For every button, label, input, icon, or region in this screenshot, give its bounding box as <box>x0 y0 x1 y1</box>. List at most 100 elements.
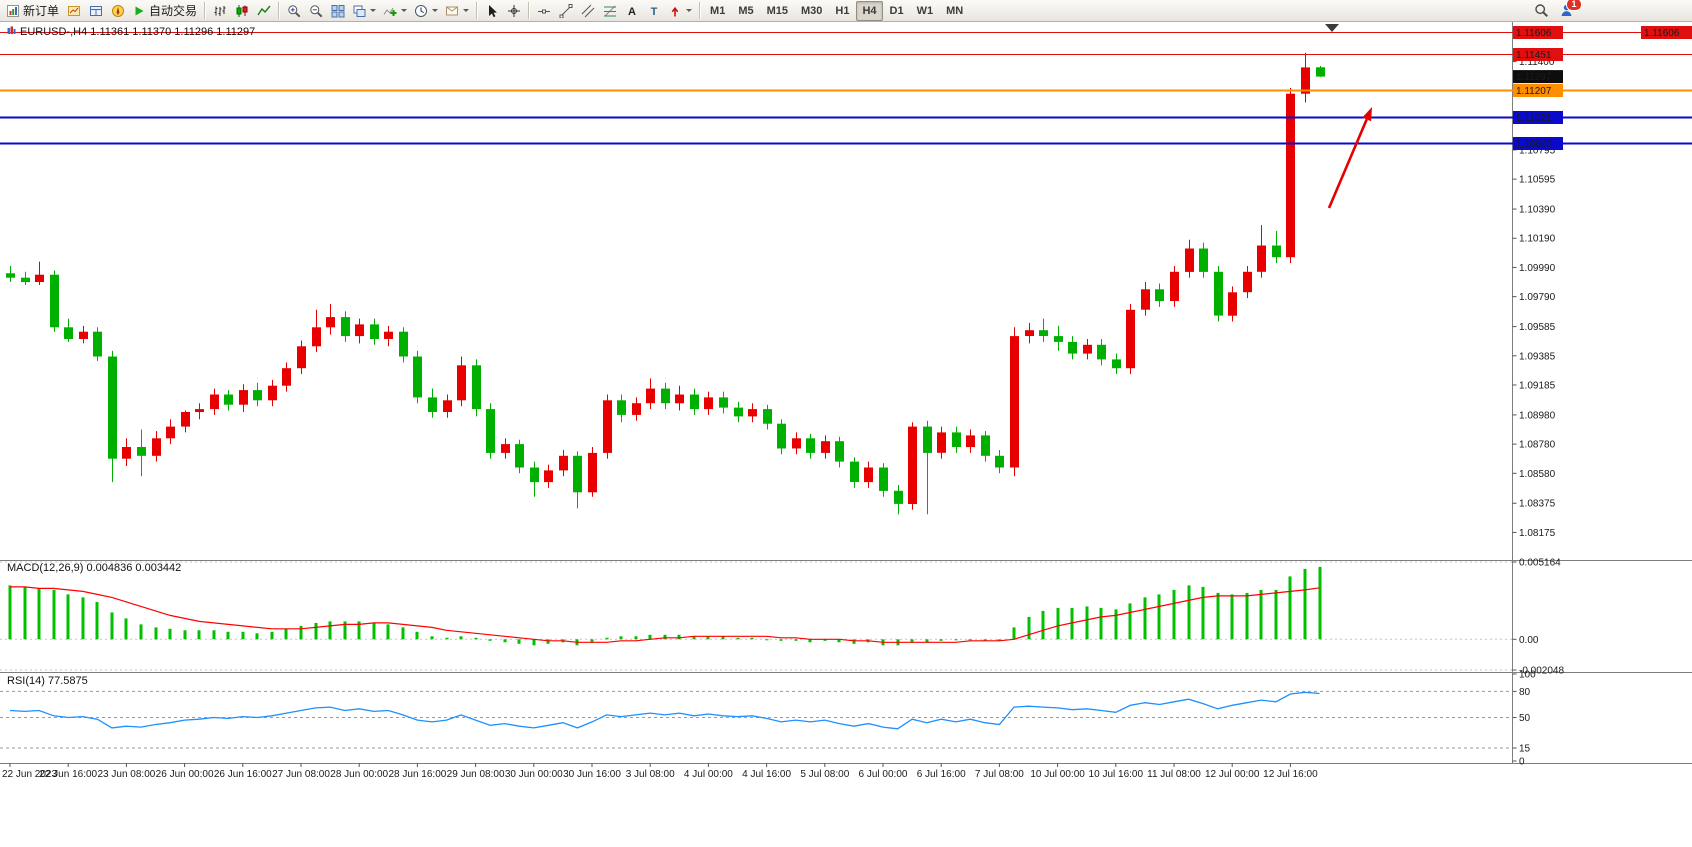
candle-body <box>21 277 30 283</box>
community-account-button[interactable]: 1 <box>1556 0 1582 21</box>
candle-body <box>632 403 641 415</box>
chart-plot-area[interactable]: 1.11400 1.10795 1.10595 1.10390 1.10190 1.099… <box>0 22 1692 847</box>
candle-body <box>981 435 990 456</box>
macd-signal-line[interactable] <box>10 586 1320 643</box>
price-tick-label: 1.08375 <box>1519 499 1556 510</box>
indicators-button[interactable] <box>380 1 410 21</box>
candle-body <box>777 423 786 449</box>
svg-text:1.11606: 1.11606 <box>1644 28 1680 39</box>
time-label: 6 Jul 16:00 <box>917 769 966 780</box>
candle-body <box>1257 245 1266 272</box>
periods-button[interactable] <box>411 1 441 21</box>
horizontal-line-object[interactable]: 1.11451 <box>0 48 1692 61</box>
time-label: 27 Jun 08:00 <box>272 769 330 780</box>
rsi-tick-label: 15 <box>1519 744 1531 755</box>
rsi-tick-label: 0 <box>1519 757 1525 768</box>
crosshair-button[interactable] <box>503 1 524 21</box>
horizontal-line-object[interactable]: 1.11207 <box>0 84 1692 97</box>
horizontal-line-object[interactable]: 1.10840 <box>0 137 1692 150</box>
data-window-button[interactable] <box>85 1 106 21</box>
arrows-tool-button[interactable] <box>665 1 695 21</box>
candle-body <box>646 388 655 404</box>
candle-body <box>93 331 102 357</box>
chevron-down-icon <box>370 9 377 12</box>
timeframe-m15-button[interactable]: M15 <box>766 4 788 17</box>
candle-body <box>64 327 73 339</box>
candle-body <box>850 461 859 482</box>
candle-body <box>1243 271 1252 293</box>
timeframe-m30-button[interactable]: M30 <box>801 4 823 17</box>
candle-body <box>1170 271 1179 301</box>
candle-body <box>152 438 161 456</box>
trend-arrow-annotation[interactable] <box>1327 107 1372 209</box>
chart-shift-marker[interactable] <box>1325 24 1339 32</box>
horizontal-line-object[interactable]: 1.11021 <box>0 111 1692 124</box>
candlestick-chart-button[interactable] <box>231 1 252 21</box>
candle-body <box>1097 344 1106 360</box>
zoom-out-button[interactable] <box>305 1 326 21</box>
templates-button[interactable] <box>442 1 472 21</box>
tile-windows-button[interactable] <box>327 1 348 21</box>
text-tool-button[interactable]: A <box>621 1 642 21</box>
candle-body <box>1054 336 1063 342</box>
toolbar: 新订单 自动交易 <box>0 0 1692 22</box>
candle-body <box>806 438 815 453</box>
time-label: 30 Jun 16:00 <box>563 769 621 780</box>
toolbar-separator <box>476 2 478 19</box>
market-watch-button[interactable] <box>63 1 84 21</box>
autotrading-icon <box>132 4 146 18</box>
fibonacci-tool-button[interactable] <box>599 1 620 21</box>
text-label-tool-button[interactable]: T <box>643 1 664 21</box>
candle-body <box>1010 336 1019 468</box>
candlestick-series[interactable] <box>6 52 1325 515</box>
cursor-button[interactable] <box>481 1 502 21</box>
timeframe-w1-button[interactable]: W1 <box>916 4 934 17</box>
timeframe-m5-button[interactable]: M5 <box>738 4 754 17</box>
candle-body <box>515 444 524 468</box>
search-button[interactable] <box>1531 1 1552 21</box>
price-tick-label: 1.10190 <box>1519 234 1556 245</box>
timeframe-d1-button[interactable]: D1 <box>889 4 904 17</box>
autotrading-button[interactable]: 自动交易 <box>129 1 200 21</box>
candle-body <box>1068 341 1077 354</box>
toolbar-right-group: 1 <box>1531 0 1582 21</box>
rsi-line[interactable] <box>9 691 1320 730</box>
line-chart-button[interactable] <box>253 1 274 21</box>
channel-icon <box>581 4 595 18</box>
cascade-windows-button[interactable] <box>349 1 379 21</box>
navigator-button[interactable] <box>107 1 128 21</box>
candle-body <box>734 407 743 417</box>
horizontal-line-icon <box>537 4 551 18</box>
timeframe-h1-button[interactable]: H1 <box>835 4 850 17</box>
bar-chart-button[interactable] <box>209 1 230 21</box>
timeframe-h4-button[interactable]: H4 <box>856 0 883 21</box>
candle-body <box>864 467 873 483</box>
price-tick-label: 1.10390 <box>1519 205 1556 216</box>
chevron-down-icon <box>401 9 408 12</box>
horizontal-line-object[interactable]: 1.11606 <box>0 26 1692 39</box>
time-label: 26 Jun 00:00 <box>156 769 214 780</box>
candle-body <box>181 412 190 427</box>
candle-body <box>908 426 917 504</box>
candle-body <box>297 346 306 369</box>
candle-body <box>748 409 757 417</box>
zoom-in-button[interactable] <box>283 1 304 21</box>
chart-title-icon <box>7 26 16 38</box>
horizontal-line-tool-button[interactable] <box>533 1 554 21</box>
channel-tool-button[interactable] <box>577 1 598 21</box>
timeframe-mn-button[interactable]: MN <box>946 4 964 17</box>
candle-body <box>6 273 15 278</box>
time-label: 7 Jul 08:00 <box>975 769 1024 780</box>
trendline-tool-button[interactable] <box>555 1 576 21</box>
svg-text:A: A <box>628 6 636 18</box>
candle-body <box>1286 93 1295 258</box>
time-label: 10 Jul 16:00 <box>1089 769 1144 780</box>
line-price-label: 1.11207 <box>1516 86 1552 97</box>
candle-body <box>1039 330 1048 336</box>
timeframe-m1-button[interactable]: M1 <box>710 4 726 17</box>
new-order-button[interactable]: 新订单 <box>3 1 62 21</box>
time-label: 5 Jul 08:00 <box>800 769 849 780</box>
macd-histogram[interactable] <box>8 566 1322 646</box>
candle-body <box>370 324 379 339</box>
candle-body <box>268 385 277 401</box>
